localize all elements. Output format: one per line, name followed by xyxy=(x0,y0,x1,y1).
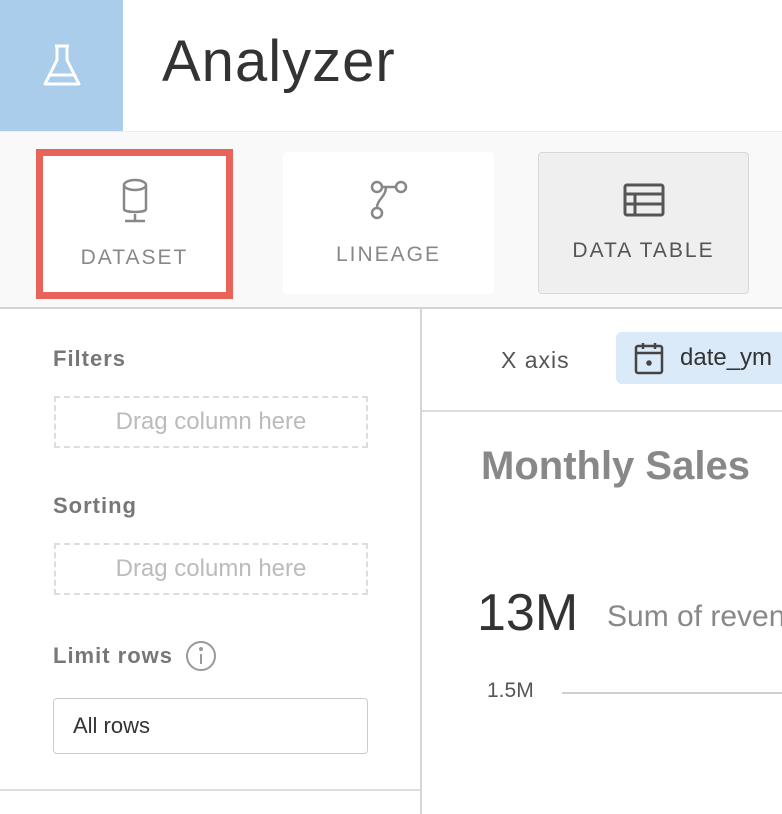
sorting-label: Sorting xyxy=(53,493,137,518)
x-axis-field-name: date_ym xyxy=(680,344,773,371)
info-icon[interactable] xyxy=(185,640,217,672)
dataset-button[interactable]: DATASET xyxy=(36,149,233,299)
data-table-button[interactable]: DATA TABLE xyxy=(538,152,749,294)
table-icon xyxy=(623,183,664,217)
limit-rows-label-row: Limit rows xyxy=(53,640,217,672)
filters-label: Filters xyxy=(53,346,127,371)
kpi-value: 13M xyxy=(477,584,579,642)
panel-divider[interactable] xyxy=(420,309,422,814)
dataset-label: DATASET xyxy=(80,246,189,269)
lineage-icon xyxy=(370,180,407,220)
calendar-icon xyxy=(634,343,664,375)
database-icon xyxy=(122,178,147,223)
x-axis-label: X axis xyxy=(501,347,570,373)
app-logo xyxy=(0,0,123,131)
data-table-label: DATA TABLE xyxy=(572,239,715,262)
sorting-dropzone[interactable]: Drag column here xyxy=(54,543,368,595)
chart-title: Monthly Sales xyxy=(481,444,750,488)
sidebar-divider xyxy=(0,789,421,791)
flask-icon xyxy=(43,44,80,85)
kpi-label: Sum of revenue xyxy=(607,600,782,633)
y-axis-tick: 1.5M xyxy=(487,679,534,702)
toolbar: DATASET LINEAGE DATA TABLE xyxy=(0,131,782,309)
lineage-label: LINEAGE xyxy=(335,243,442,266)
page-title: Analyzer xyxy=(162,29,396,94)
filters-dropzone[interactable]: Drag column here xyxy=(54,396,368,448)
limit-rows-value: All rows xyxy=(73,713,151,738)
limit-rows-label: Limit rows xyxy=(53,643,174,668)
lineage-button[interactable]: LINEAGE xyxy=(283,152,494,294)
gridline xyxy=(562,692,782,694)
x-axis-field-chip[interactable]: date_ym xyxy=(616,332,782,384)
axis-divider xyxy=(422,410,782,412)
limit-rows-input[interactable]: All rows xyxy=(53,698,368,754)
